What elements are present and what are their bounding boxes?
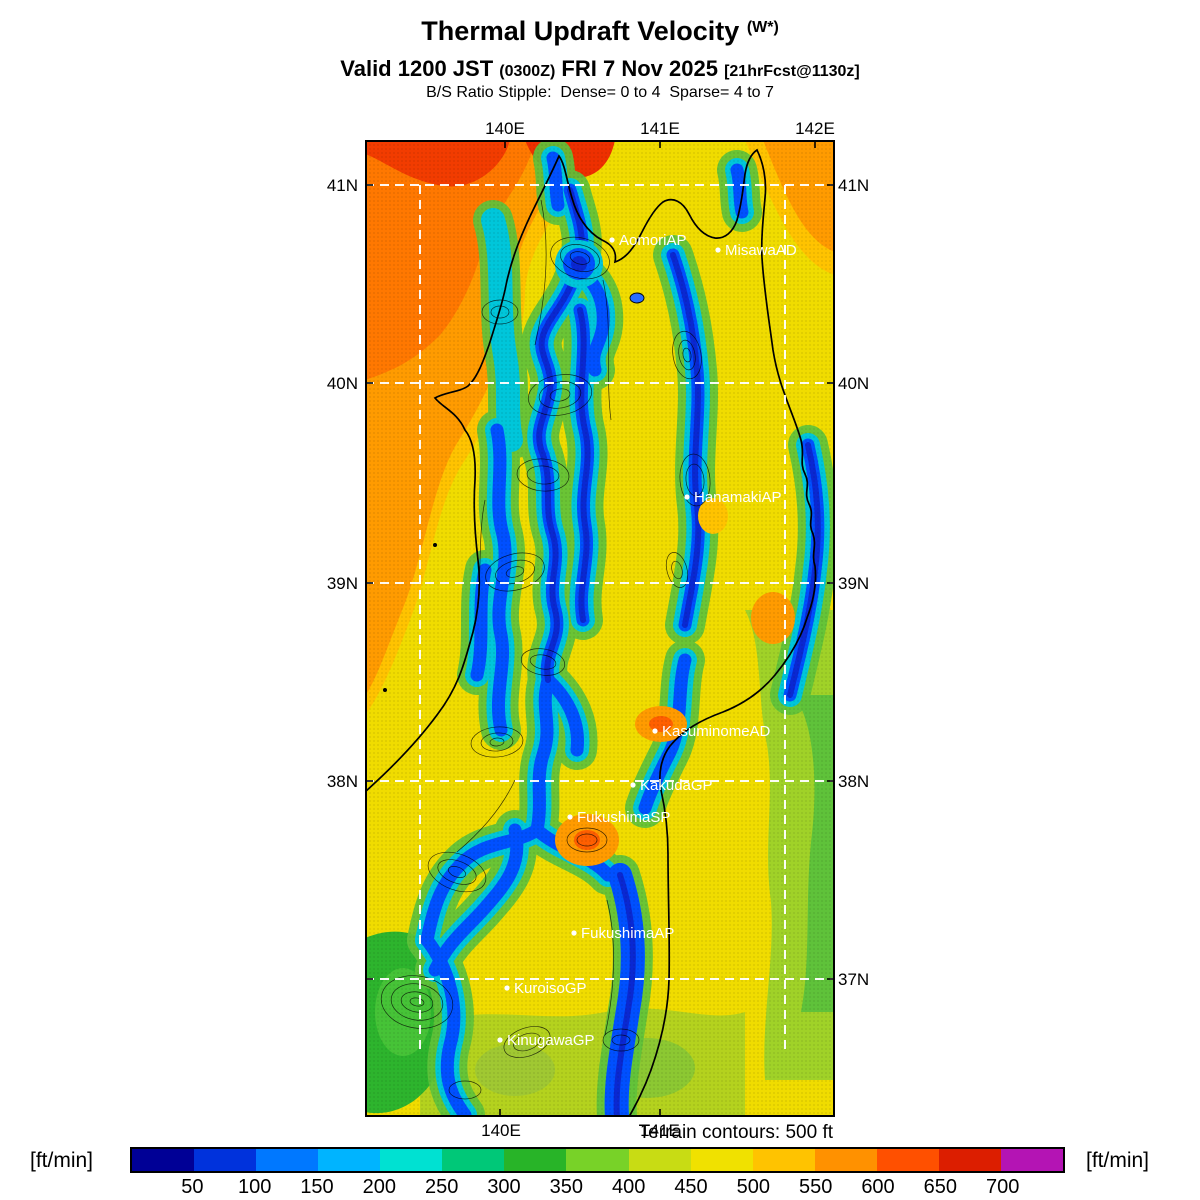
chart-title: Thermal Updraft Velocity (W*) [0,16,1200,47]
station-label: KuroisoGP [514,980,587,997]
station-label: KakudaGP [640,777,713,794]
lon-label-top-142E: 142E [795,119,835,138]
valid-zulu: (0300Z) [499,63,556,80]
colorbar-tick-label: 350 [549,1176,584,1198]
stipple-note: B/S Ratio Stipple: Dense= 0 to 4 Sparse=… [426,84,774,101]
station-label: AomoriAP [619,232,687,249]
lat-label-left-40N: 40N [326,374,358,393]
station-marker [567,814,573,820]
valid-prefix: Valid 1200 JST [340,56,494,81]
colorbar-segment [318,1149,381,1171]
lon-label-top-141E: 141E [640,119,680,138]
stipple-layer [365,140,835,1117]
lake-towada [629,292,645,304]
station-label: KasuminomeAD [662,723,771,740]
colorbar-segment [566,1149,629,1171]
colorbar-segment [194,1149,257,1171]
lat-label-left-38N: 38N [326,772,358,791]
valid-time-line: Valid 1200 JST (0300Z) FRI 7 Nov 2025 [2… [0,56,1200,82]
colorbar-segment [380,1149,443,1171]
station-label: FukushimaSP [577,809,670,826]
forecast-hour: [21hrFcst@1130z] [724,63,860,80]
station-marker [571,930,577,936]
station-marker [609,237,615,243]
lat-label-right-38N: 38N [838,772,870,791]
colorbar-tick-label: 600 [861,1176,895,1198]
station-label: MisawaAD [725,242,797,259]
colorbar-segment [690,1149,753,1171]
colorbar-tick-label: 650 [923,1176,958,1198]
island-mark [383,688,387,692]
lon-label-top-140E: 140E [485,119,525,138]
graticule [365,184,835,1055]
lat-label-right-39N: 39N [838,574,870,593]
colorbar-ticks: 50 100 150 200 250 300 350 400 450 500 550 600 650 70… [130,1176,1065,1198]
lat-label-right-40N: 40N [838,374,870,393]
lat-label-left-39N: 39N [326,574,358,593]
colorbar-segment [752,1149,815,1171]
colorbar-tick-label: 450 [674,1176,708,1198]
station-label: HanamakiAP [694,489,782,506]
coastline [365,148,817,1117]
station-marker [504,985,510,991]
colorbar-tick-label: 400 [611,1176,646,1198]
coastline-layer [365,148,817,1117]
colorbar-tick-label: 50 [181,1176,204,1198]
terrain-note: Terrain contours: 500 ft [638,1122,833,1143]
colorbar-tick-label: 300 [487,1176,521,1198]
terrain-contours [380,199,711,1100]
colorbar-segment [1000,1149,1063,1171]
lon-label-bottom-141E: 141E [640,1121,680,1140]
colorbar-segment [504,1149,567,1171]
station-label: KinugawaGP [507,1032,595,1049]
lat-label-right-41N: 41N [838,176,870,195]
colorbar-unit-right: [ft/min] [1086,1149,1150,1172]
station-marker [684,494,690,500]
colorbar-segment [132,1149,195,1171]
station-marker [652,728,658,734]
colorbar-tick-label: 250 [424,1176,459,1198]
lat-label-left-41N: 41N [326,176,358,195]
colorbar-tick-label: 550 [798,1176,833,1198]
colorbar-tick-label: 150 [300,1176,334,1198]
colorbar-segment [938,1149,1001,1171]
colorbar [130,1147,1065,1173]
map-border [365,140,835,1117]
colorbar-tick-label: 700 [985,1176,1020,1198]
colorbar-segment [256,1149,319,1171]
colorbar-segments [132,1149,1063,1171]
station-label: FukushimaAP [581,925,674,942]
map-canvas: AomoriAP MisawaAD HanamakiAP KasuminomeAD Ka… [365,140,835,1117]
station-marker [630,782,636,788]
chart-title-units: (W*) [746,19,779,36]
colorbar-segment [876,1149,939,1171]
colorbar-tick-label: 500 [736,1176,771,1198]
station-marker [497,1037,503,1043]
colorbar-segment [442,1149,505,1171]
island-mark [433,543,437,547]
lon-label-bottom-140E: 140E [481,1121,521,1140]
chart-title-text: Thermal Updraft Velocity [421,16,740,46]
colorbar-segment [814,1149,877,1171]
valid-date: FRI 7 Nov 2025 [561,56,718,81]
colorbar-tick-label: 100 [237,1176,272,1198]
stations-layer: AomoriAP MisawaAD HanamakiAP KasuminomeAD Ka… [497,232,797,1049]
colorbar-tick-label: 200 [362,1176,397,1198]
map-frame [365,140,835,1117]
colorbar-unit-left: [ft/min] [30,1149,94,1172]
station-marker [715,247,721,253]
lat-label-right-37N: 37N [838,970,870,989]
colorbar-segment [628,1149,691,1171]
